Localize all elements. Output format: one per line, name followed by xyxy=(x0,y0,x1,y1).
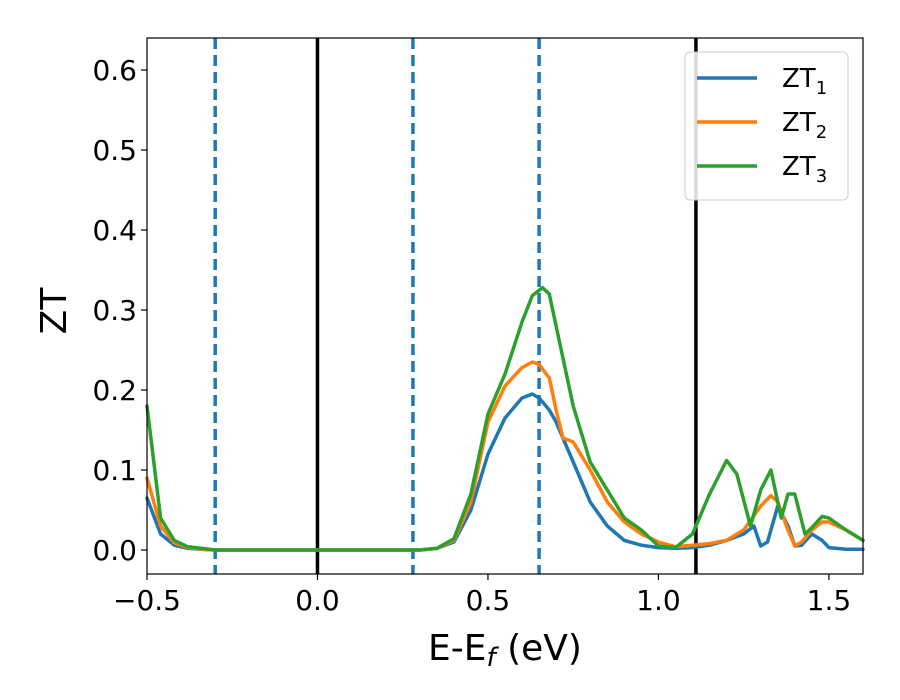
x-tick-label: 0.0 xyxy=(295,584,340,617)
x-tick-label: −0.5 xyxy=(113,584,181,617)
legend-label-zt1: ZT1 xyxy=(782,64,827,99)
series-zt3-line xyxy=(145,285,865,552)
x-tick-label: 1.0 xyxy=(636,584,681,617)
legend: ZT1 ZT2 ZT3 xyxy=(684,51,849,201)
x-axis-title-unit: (eV) xyxy=(496,628,582,669)
plot-frame xyxy=(146,37,864,575)
y-tick-label: 0.2 xyxy=(92,374,137,407)
series-zt2-line xyxy=(145,360,865,552)
y-axis: 0.0 0.1 0.2 0.3 0.4 0.5 0.6 xyxy=(92,54,147,567)
x-axis: −0.5 0.0 0.5 1.0 1.5 xyxy=(113,574,851,617)
legend-label-zt2: ZT2 xyxy=(782,108,827,143)
x-axis-title-main: E-E xyxy=(428,628,486,669)
legend-label-zt3: ZT3 xyxy=(782,152,827,187)
y-tick-label: 0.1 xyxy=(92,454,137,487)
x-axis-title: E-Ef (eV) xyxy=(428,628,582,673)
y-tick-label: 0.4 xyxy=(92,214,137,247)
y-tick-label: 0.6 xyxy=(92,54,137,87)
x-tick-label: 1.5 xyxy=(807,584,852,617)
series-zt1-line xyxy=(145,392,865,552)
y-tick-label: 0.0 xyxy=(92,534,137,567)
legend-frame xyxy=(684,51,849,201)
y-axis-title: ZT xyxy=(34,287,75,335)
x-tick-label: 0.5 xyxy=(466,584,511,617)
y-tick-label: 0.3 xyxy=(92,294,137,327)
reference-lines xyxy=(213,38,698,574)
series-layer xyxy=(145,285,865,552)
y-tick-label: 0.5 xyxy=(92,134,137,167)
